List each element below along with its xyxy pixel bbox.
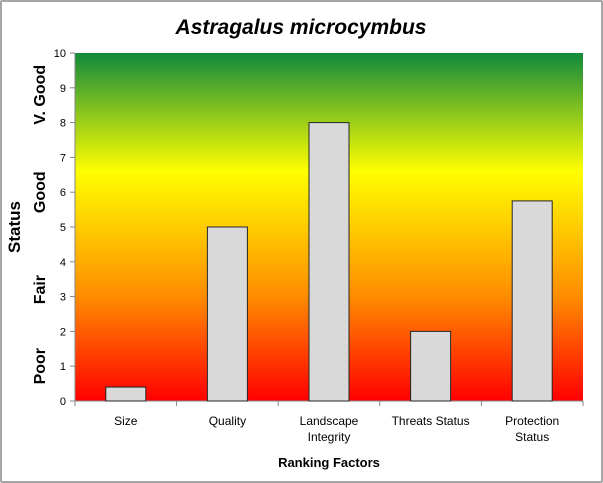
bar-quality xyxy=(206,226,248,402)
y-tick-label: 5 xyxy=(60,222,66,234)
x-tick-label: Quality xyxy=(209,414,246,428)
chart-title: Astragalus microcymbus xyxy=(175,16,427,39)
bar-size xyxy=(105,386,147,402)
x-tick-label: Landscape xyxy=(300,414,359,428)
status-label: Poor xyxy=(32,348,49,384)
x-axis-label: Ranking Factors xyxy=(278,455,380,470)
y-tick-label: 1 xyxy=(60,361,66,373)
y-tick-label: 4 xyxy=(60,257,66,269)
x-tick-label: Size xyxy=(114,414,138,428)
y-tick-label: 0 xyxy=(60,396,66,408)
bar-threats-status xyxy=(410,330,452,402)
status-label: Fair xyxy=(32,275,49,304)
y-tick-label: 3 xyxy=(60,292,66,304)
x-tick-label: Threats Status xyxy=(392,414,470,428)
bar-protection-status xyxy=(511,200,553,402)
status-label: Good xyxy=(32,171,49,213)
x-tick-label: Protection xyxy=(505,414,559,428)
y-tick-label: 9 xyxy=(60,83,66,95)
y-axis-label: Status xyxy=(5,201,24,253)
y-tick-label: 8 xyxy=(60,118,66,130)
y-tick-label: 10 xyxy=(54,48,66,60)
y-tick-label: 7 xyxy=(60,152,66,164)
x-tick-label: Status xyxy=(515,430,549,444)
x-tick-label: Integrity xyxy=(308,430,351,444)
bar-landscape-integrity xyxy=(308,122,350,402)
y-tick-label: 2 xyxy=(60,326,66,338)
status-label: V. Good xyxy=(32,65,49,125)
y-tick-label: 6 xyxy=(60,187,66,199)
